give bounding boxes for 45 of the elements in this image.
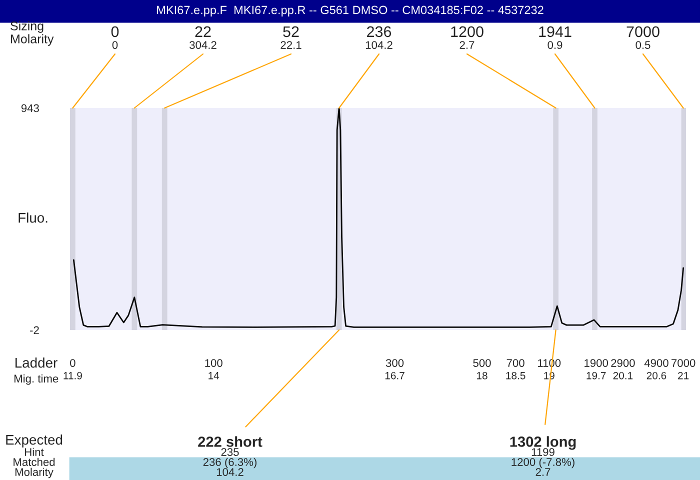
text: Matched <box>14 458 55 466</box>
annotation: 4900 <box>644 359 668 367</box>
text: Hint <box>25 448 44 456</box>
annotation: 300 <box>386 359 404 367</box>
text: 235 <box>221 448 239 456</box>
x-tick-label: 18.5 <box>506 372 526 380</box>
x-tick-label: 18 <box>477 372 488 380</box>
annotation: 7000 0.5 <box>626 26 660 49</box>
text: Sizing <box>10 21 44 33</box>
x-tick-label: 16.7 <box>385 372 404 380</box>
annotation: 236 104.2 <box>366 26 392 49</box>
annotation: 1941 0.9 <box>539 26 572 49</box>
annotation: 0 0 <box>111 26 119 49</box>
y-tick-label: 943 <box>21 104 39 112</box>
annotation: 500 <box>473 359 491 367</box>
x-tick-label: 11.9 <box>64 372 82 380</box>
x-tick-label: 19.7 <box>586 372 606 380</box>
text: Ladder <box>16 358 58 368</box>
x-tick-label: 21 <box>678 372 689 380</box>
text: 1199 <box>532 448 554 456</box>
x-tick-label: 14 <box>208 372 220 380</box>
text: 1200 (-7.8%) <box>512 458 574 468</box>
annotation: 222 short <box>198 436 262 447</box>
text: 2.7 <box>536 468 550 476</box>
chart-title: MKI67.e.pp.F MKI67.e.pp.R -- G561 DMSO -- CM034185:F02 -- 4537232 <box>157 6 544 16</box>
line-series <box>72 108 684 328</box>
x-axis-title: Mig. time <box>14 374 58 385</box>
annotation: 1900 <box>584 359 608 367</box>
annotation: 0 <box>70 359 76 367</box>
y-axis-title: Fluo. <box>18 212 48 223</box>
text: Molarity <box>11 34 54 46</box>
text: Molarity <box>15 468 54 478</box>
x-tick-label: 20.6 <box>646 372 666 380</box>
annotation: 2900 <box>611 359 635 367</box>
text: 236 (6.3%) <box>203 458 256 468</box>
y-tick-label: -2 <box>30 326 39 334</box>
annotation: 100 <box>205 359 222 367</box>
annotation: 1200 2.7 <box>451 26 484 49</box>
x-tick-label: 20.1 <box>613 372 633 380</box>
text: Expected <box>6 434 62 448</box>
annotation: 7000 <box>672 359 696 367</box>
text: 104.2 <box>216 468 244 476</box>
annotation: 52 22.1 <box>280 26 302 49</box>
annotation: 700 <box>506 359 524 367</box>
annotation: 22 304.2 <box>190 26 216 49</box>
